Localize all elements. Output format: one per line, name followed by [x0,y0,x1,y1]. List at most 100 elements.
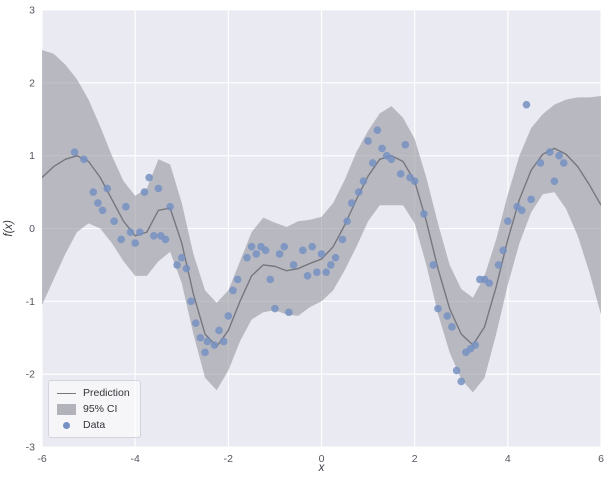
data-point [177,253,186,262]
x-tick-label: 0 [319,453,325,465]
data-point [110,217,119,226]
data-point [229,286,237,295]
data-point [522,100,531,109]
data-point [536,159,545,167]
legend-label-data: Data [83,419,106,431]
y-tick-label: 2 [29,77,35,89]
data-point-swatch [57,421,76,429]
y-tick-label: -2 [26,369,35,381]
x-tick-label: 4 [505,453,511,465]
legend-item-ci: 95% CI [57,403,130,415]
data-point [378,144,386,153]
data-point [275,250,284,258]
data-point [98,206,107,215]
y-tick-label: 0 [29,223,35,235]
data-point [434,304,442,313]
data-point [122,202,130,211]
data-point [373,126,382,134]
x-tick-label: -6 [37,453,46,465]
data-point [154,184,163,193]
data-point [322,268,330,277]
data-point [343,217,351,226]
data-point [117,235,125,244]
data-point [233,275,242,284]
data-point [285,308,293,317]
data-point [161,235,170,244]
data-point [550,177,559,185]
data-point [354,188,363,196]
data-point [271,304,279,313]
data-point [224,312,233,320]
data-point [126,228,135,236]
data-point [499,246,507,255]
data-point [89,188,98,196]
x-tick-label: -4 [130,453,139,465]
ci-band [42,50,601,393]
data-point [401,140,410,149]
y-tick-label: -3 [26,442,35,454]
data-point [308,242,316,251]
data-point [410,177,419,185]
x-tick-label: -2 [224,453,233,465]
data-point [347,199,356,207]
prediction-line-swatch [57,392,76,394]
data-point [191,319,200,327]
data-point [136,228,144,236]
data-point [215,326,223,335]
legend-item-data: Data [57,419,130,431]
data-point [173,261,181,269]
data-point [359,177,368,185]
data-point [527,195,535,204]
data-point [485,279,494,287]
data-point [196,333,205,342]
data-point [182,264,191,273]
data-point [331,253,340,262]
legend-label-prediction: Prediction [83,387,130,399]
data-point [387,155,396,164]
data-point [150,231,158,240]
data-point [243,253,251,262]
data-point [317,250,326,258]
data-point [452,366,461,375]
prediction-line [42,147,601,348]
data-point [145,173,153,182]
data-point [140,188,149,196]
data-point [94,199,102,207]
data-point [166,202,174,211]
data-point [280,242,289,251]
legend: Prediction 95% CI Data [48,380,141,438]
data-point [396,170,405,178]
data-point [518,206,526,215]
data-point [457,377,466,386]
data-point [70,148,79,156]
data-point [494,261,503,269]
data-point [368,159,377,167]
data-point [252,250,261,258]
data-point [210,341,219,349]
data-point [80,155,88,164]
x-axis-label: x [318,462,325,474]
data-point [448,323,456,331]
data-point [299,246,307,255]
data-point [555,151,563,160]
data-point [289,261,298,269]
data-point [327,261,335,269]
data-point [313,268,321,277]
data-point [131,239,139,247]
data-point [559,159,568,167]
legend-label-ci: 95% CI [83,403,118,415]
y-axis-label: f(x) [3,220,15,237]
y-tick-label: 3 [29,5,35,17]
data-point [103,184,112,193]
y-tick-label: 1 [29,150,35,162]
data-point [247,242,256,251]
data-point [219,337,228,346]
data-point [429,261,438,269]
data-point [545,148,554,156]
x-tick-label: 6 [598,453,604,465]
data-point [443,312,452,320]
data-point [420,210,428,218]
x-tick-label: 2 [412,453,418,465]
